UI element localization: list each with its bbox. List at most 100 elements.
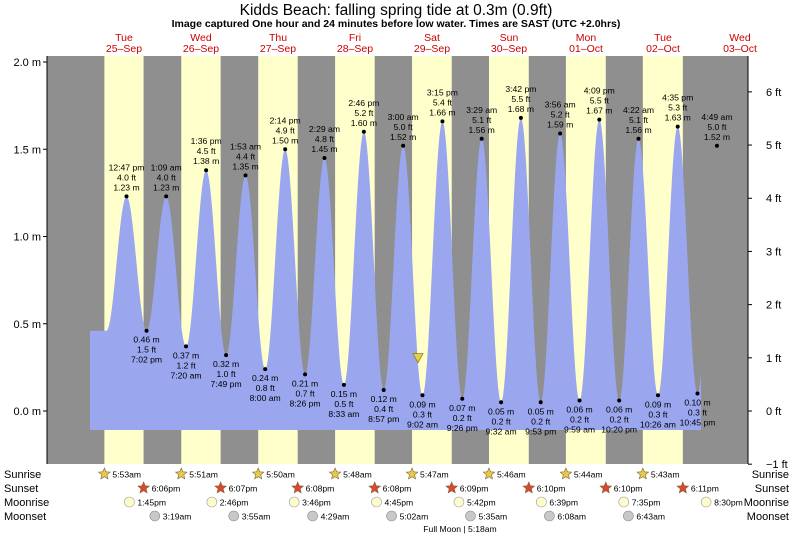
moonrise-event: 4:45pm [371, 496, 413, 508]
low-tide-marker: 0.09 m0.3 ft9:02 am [407, 393, 438, 429]
high-tide-feet: 4.0 ft [157, 172, 177, 182]
sunset-time: 6:11pm [691, 484, 719, 494]
high-tide-metres: 1.67 m [586, 106, 612, 116]
low-tide-time: 9:32 am [486, 426, 517, 436]
sunset-icon [445, 481, 459, 494]
day-date: 30–Sep [491, 43, 527, 55]
sunrise-time: 5:47am [420, 470, 449, 480]
high-tide-metres: 1.63 m [665, 113, 691, 123]
high-tide-marker: 4:09 pm5.5 ft1.67 m [584, 86, 615, 122]
low-tide-metres: 0.09 m [645, 399, 671, 409]
moonrise-time: 5:42pm [467, 498, 496, 508]
low-tide-time: 8:00 am [250, 393, 281, 403]
high-tide-point [283, 147, 288, 152]
sunrise-event: 5:50am [251, 467, 295, 480]
low-tide-marker: 0.15 m0.5 ft8:33 am [328, 382, 359, 419]
high-tide-marker: 2:29 am4.8 ft1.45 m [309, 124, 340, 160]
high-tide-feet: 5.4 ft [433, 97, 453, 107]
low-tide-time: 10:45 pm [680, 418, 716, 428]
sunrise-time: 5:51am [189, 470, 218, 480]
low-tide-time: 10:20 pm [601, 425, 637, 435]
high-tide-feet: 5.2 ft [551, 110, 571, 120]
moonset-time: 5:02am [400, 512, 429, 522]
left-tick-label: 0.5 m [13, 319, 41, 331]
low-tide-feet: 0.5 ft [334, 399, 354, 409]
sunset-event: 6:06pm [137, 481, 181, 494]
low-tide-marker: 0.37 m1.2 ft7:20 am [170, 344, 202, 380]
left-tick-label: 1.0 m [13, 232, 41, 244]
moon-icon [386, 510, 397, 522]
moonset-event: 5:35am [465, 510, 507, 522]
right-tick-label: 0 ft [766, 406, 781, 418]
high-tide-point [558, 131, 563, 136]
high-tide-metres: 1.23 m [153, 182, 179, 192]
right-tick-label: 5 ft [766, 140, 781, 152]
high-tide-time: 3:56 am [545, 100, 576, 110]
moonrise-event: 3:46pm [288, 496, 331, 508]
sunset-icon [137, 481, 151, 494]
high-tide-point [204, 168, 209, 173]
low-tide-metres: 0.32 m [213, 359, 239, 369]
low-tide-point [381, 388, 386, 393]
chart-title: Kidds Beach: falling spring tide at 0.3m… [240, 2, 553, 19]
low-tide-feet: 0.2 ft [570, 415, 590, 425]
right-tick-label: −1 ft [766, 459, 788, 471]
sunrise-event: 5:53am [97, 467, 141, 480]
chart-subtitle: Image captured One hour and 24 minutes b… [172, 18, 621, 30]
low-tide-metres: 0.37 m [173, 350, 199, 360]
high-tide-time: 2:46 pm [348, 98, 379, 108]
sunset-icon [368, 481, 382, 494]
sunset-time: 6:06pm [152, 484, 181, 494]
low-tide-metres: 0.06 m [606, 405, 632, 415]
high-tide-marker: 4:35 pm5.3 ft1.63 m [662, 93, 693, 129]
sunset-event: 6:10pm [599, 481, 642, 494]
low-tide-marker: 0.24 m0.8 ft8:00 am [250, 367, 281, 403]
moonset-event: 5:02am [386, 510, 429, 522]
high-tide-time: 2:29 am [309, 124, 340, 134]
high-tide-point [518, 115, 523, 120]
high-tide-point [597, 117, 602, 122]
high-tide-metres: 1.59 m [547, 120, 573, 130]
high-tide-point [675, 124, 680, 129]
sun-icon [97, 467, 111, 480]
sunrise-event: 5:44am [559, 467, 603, 480]
low-tide-point [224, 353, 229, 358]
sunset-time: 6:08pm [306, 484, 335, 494]
day-weekday: Sat [424, 32, 440, 44]
day-date: 28–Sep [337, 43, 373, 55]
low-tide-time: 7:20 am [170, 370, 201, 380]
moonset-event: 3:55am [228, 510, 270, 522]
day-weekday: Wed [729, 32, 751, 44]
low-tide-metres: 0.46 m [133, 335, 159, 345]
high-tide-marker: 12:47 pm4.0 ft1.23 m [109, 162, 144, 199]
high-tide-feet: 5.1 ft [472, 115, 492, 125]
low-tide-point [144, 328, 149, 333]
low-tide-point [184, 344, 189, 349]
high-tide-metres: 1.52 m [704, 132, 730, 142]
moon-icon [465, 510, 476, 522]
high-tide-metres: 1.38 m [193, 156, 219, 166]
low-tide-marker: 0.32 m1.0 ft7:49 pm [211, 353, 242, 389]
low-tide-marker: 0.07 m0.2 ft9:26 pm [447, 396, 478, 433]
high-tide-marker: 3:15 pm5.4 ft1.66 m [427, 87, 458, 124]
moonset-event: 6:08am [544, 510, 586, 522]
sun-icon [251, 467, 265, 480]
sunset-icon [599, 481, 613, 494]
low-tide-feet: 0.2 ft [610, 415, 630, 425]
moon-icon [618, 496, 630, 508]
low-tide-point [655, 393, 660, 398]
low-tide-metres: 0.07 m [449, 403, 475, 413]
high-tide-feet: 4.4 ft [236, 151, 256, 161]
high-tide-time: 4:35 pm [662, 93, 693, 103]
high-tide-point [714, 143, 719, 148]
high-tide-feet: 5.0 ft [394, 122, 414, 132]
high-tide-time: 2:14 pm [270, 115, 301, 125]
tide-curve [90, 117, 701, 431]
high-tide-time: 4:22 am [623, 105, 654, 115]
low-tide-feet: 0.2 ft [531, 416, 551, 426]
moonrise-event: 6:39pm [536, 496, 578, 508]
